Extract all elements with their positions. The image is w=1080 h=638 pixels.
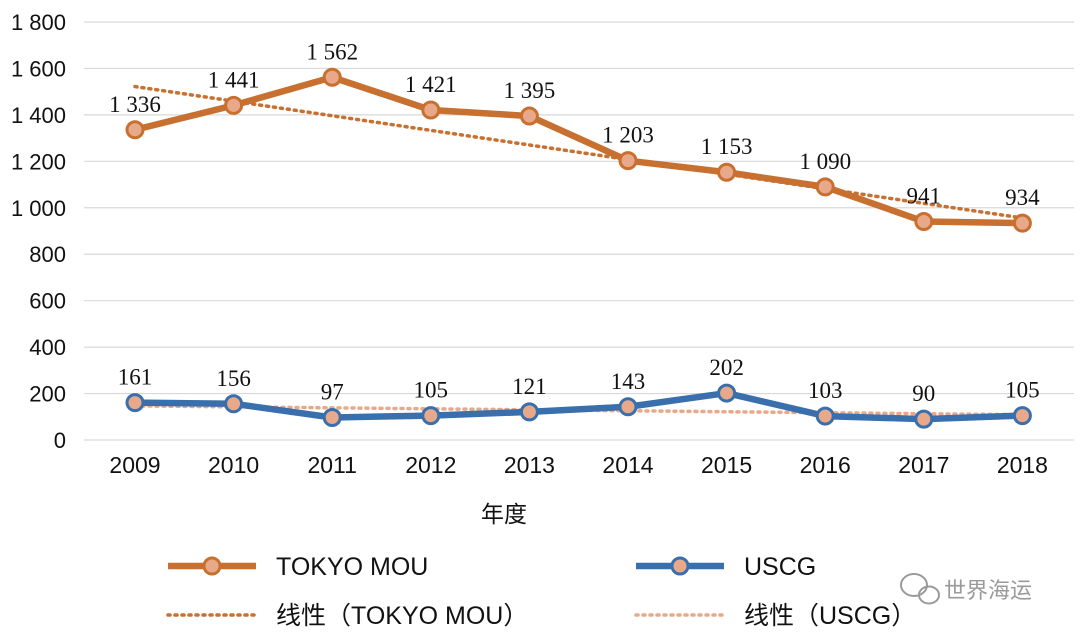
trendline-tokyo-mou — [133, 84, 1025, 220]
point-uscg-2012 — [421, 406, 441, 426]
point-uscg-2011 — [322, 407, 342, 427]
gridlines — [84, 21, 1074, 441]
point-uscg-2017 — [914, 409, 934, 429]
data-label-tokyo-mou-2015: 1 153 — [701, 134, 753, 159]
x-tick-label-2009: 2009 — [109, 452, 160, 478]
y-tick-label-400: 400 — [29, 335, 66, 360]
data-label-tokyo-mou-2014: 1 203 — [602, 123, 654, 148]
x-tick-label-2015: 2015 — [701, 452, 752, 478]
watermark-text: 世界海运 — [944, 579, 1032, 604]
point-tokyo-mou-2011 — [322, 67, 342, 87]
y-tick-label-1000: 1 000 — [11, 196, 66, 221]
point-tokyo-mou-2009 — [125, 120, 145, 140]
legend-label-tokyo-mou: TOKYO MOU — [276, 553, 428, 581]
series-line-uscg — [131, 389, 1026, 423]
data-label-uscg-2015: 202 — [709, 355, 744, 380]
point-uscg-2014 — [618, 397, 638, 417]
data-label-uscg-2016: 103 — [808, 378, 843, 403]
data-label-uscg-2010: 156 — [216, 366, 251, 391]
y-tick-label-1400: 1 400 — [11, 103, 66, 128]
legend-marker-tokyo-mou — [202, 556, 222, 576]
data-label-uscg-2012: 105 — [414, 378, 449, 403]
data-label-uscg-2013: 121 — [512, 374, 547, 399]
point-tokyo-mou-2012 — [421, 100, 441, 120]
data-label-tokyo-mou-2017: 941 — [907, 183, 942, 208]
point-uscg-2018 — [1012, 406, 1032, 426]
data-label-uscg-2011: 97 — [321, 379, 344, 404]
watermark: 世界海运 — [900, 573, 1032, 605]
data-label-tokyo-mou-2018: 934 — [1005, 185, 1040, 210]
y-tick-label-0: 0 — [54, 428, 66, 453]
y-tick-label-800: 800 — [29, 242, 66, 267]
data-label-uscg-2018: 105 — [1005, 378, 1040, 403]
data-label-tokyo-mou-2009: 1 336 — [109, 92, 161, 117]
point-uscg-2009 — [125, 393, 145, 413]
point-uscg-2015 — [717, 383, 737, 403]
point-uscg-2013 — [519, 402, 539, 422]
data-label-tokyo-mou-2010: 1 441 — [208, 67, 260, 92]
legend-marker-uscg — [670, 556, 690, 576]
x-axis-title: 年度 — [481, 502, 527, 528]
point-tokyo-mou-2010 — [224, 95, 244, 115]
x-tick-label-2013: 2013 — [504, 452, 555, 478]
point-tokyo-mou-2018 — [1012, 213, 1032, 233]
point-tokyo-mou-2013 — [519, 106, 539, 126]
y-tick-label-1800: 1 800 — [11, 10, 66, 35]
x-tick-label-2017: 2017 — [898, 452, 949, 478]
point-tokyo-mou-2017 — [914, 211, 934, 231]
data-label-tokyo-mou-2012: 1 421 — [405, 72, 457, 97]
point-uscg-2016 — [815, 406, 835, 426]
data-labels: 1 336 1 441 1 562 1 421 1 395 1 203 1 153 1 090… — [109, 39, 1040, 406]
data-label-uscg-2009: 161 — [118, 365, 153, 390]
point-tokyo-mou-2016 — [815, 177, 835, 197]
x-tick-label-2010: 2010 — [208, 452, 259, 478]
point-tokyo-mou-2014 — [618, 151, 638, 171]
series-lines — [125, 67, 1032, 429]
legend-label-uscg: USCG — [744, 553, 816, 581]
x-tick-label-2011: 2011 — [307, 452, 356, 478]
point-uscg-2010 — [224, 394, 244, 414]
series-line-tokyo-mou — [131, 74, 1026, 227]
x-tick-label-2014: 2014 — [602, 452, 653, 478]
y-tick-label-200: 200 — [29, 382, 66, 407]
y-tick-label-600: 600 — [29, 289, 66, 314]
legend: TOKYO MOU USCG 线性（TOKYO MOU） 线性（USCG） — [166, 553, 916, 630]
x-axis-ticks: 2009 2010 2011 2012 2013 2014 2015 2016 2017 2018 — [109, 452, 1048, 478]
legend-label-tokyo-mou-linear: 线性（TOKYO MOU） — [276, 602, 528, 630]
wechat-icon — [900, 573, 940, 605]
x-tick-label-2018: 2018 — [997, 452, 1048, 478]
legend-label-uscg-linear: 线性（USCG） — [744, 602, 916, 630]
data-label-tokyo-mou-2016: 1 090 — [799, 149, 851, 174]
data-label-uscg-2014: 143 — [611, 369, 646, 394]
data-label-tokyo-mou-2013: 1 395 — [504, 78, 556, 103]
y-tick-label-1200: 1 200 — [11, 149, 66, 174]
data-label-uscg-2017: 90 — [912, 381, 935, 406]
y-axis-ticks: 0 200 400 600 800 1 000 1 200 1 400 1 600 1 800 — [11, 10, 66, 453]
y-tick-label-1600: 1 600 — [11, 56, 66, 81]
point-tokyo-mou-2015 — [717, 162, 737, 182]
x-tick-label-2016: 2016 — [800, 452, 851, 478]
x-tick-label-2012: 2012 — [405, 452, 456, 478]
data-label-tokyo-mou-2011: 1 562 — [306, 39, 358, 64]
